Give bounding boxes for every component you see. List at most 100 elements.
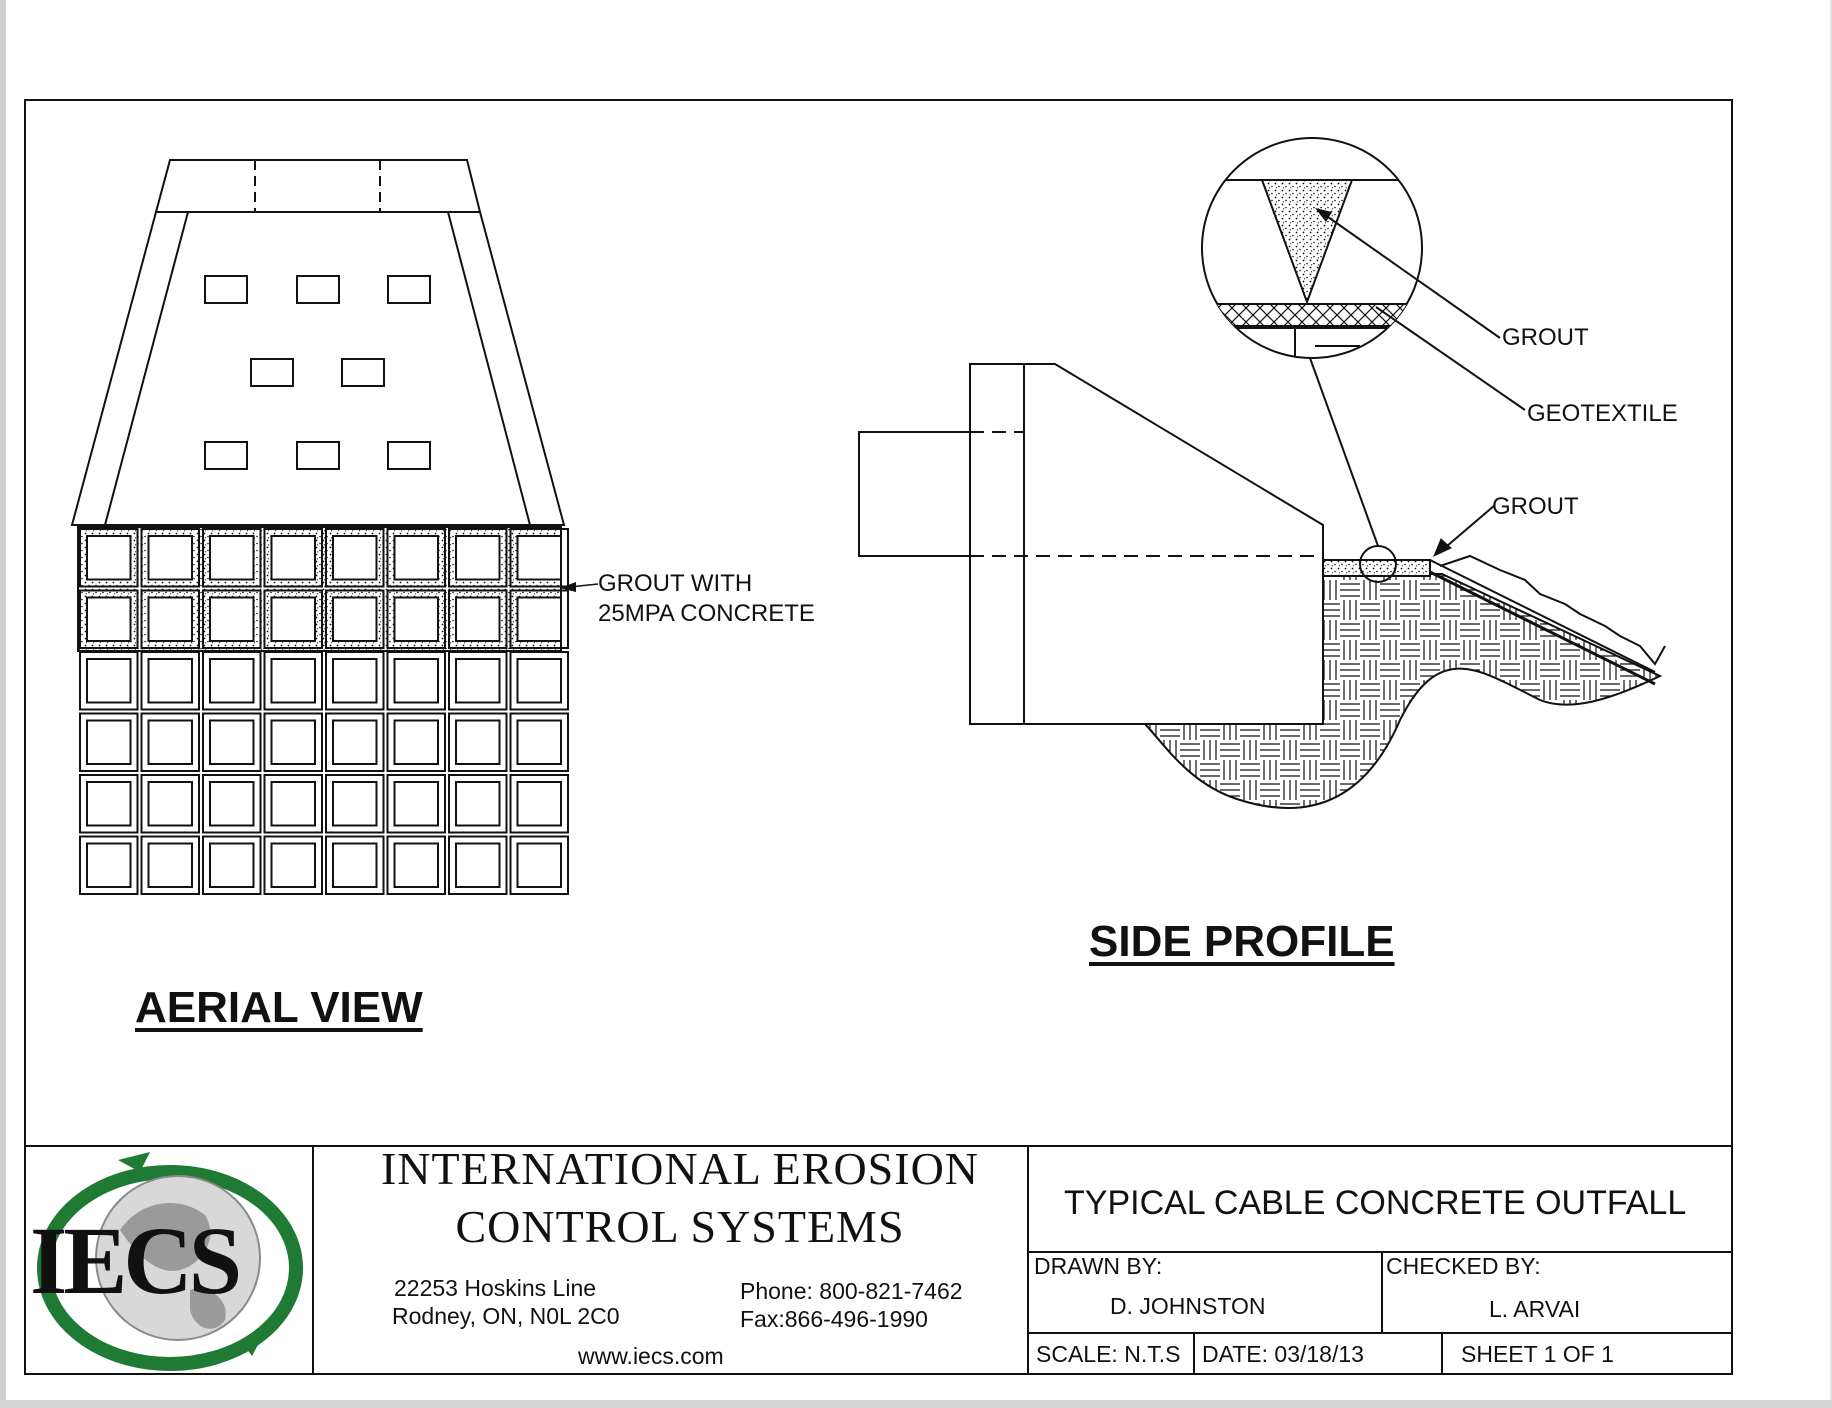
block-inner: [393, 719, 439, 765]
viewer-right-edge: [1830, 0, 1832, 1408]
block-inner: [209, 781, 255, 827]
side-profile-title: SIDE PROFILE: [1089, 917, 1395, 966]
block-inner: [455, 719, 501, 765]
aerial-view-title: AERIAL VIEW: [135, 983, 423, 1032]
block-outer: [386, 589, 446, 649]
block-inner: [147, 719, 193, 765]
drawing-title: TYPICAL CABLE CONCRETE OUTFALL: [1064, 1184, 1687, 1222]
block-inner: [147, 535, 193, 581]
aerial-view-drawing: [70, 159, 566, 526]
block-inner: [86, 842, 132, 888]
block-inner: [270, 719, 316, 765]
block-outer: [448, 589, 508, 649]
logo-text: IECS: [30, 1207, 242, 1314]
detail-grout-label: GROUT: [1502, 324, 1589, 351]
block-inner: [270, 535, 316, 581]
sheet-border: [24, 99, 1733, 1375]
block-outer: [325, 589, 385, 649]
grout-callout-line1: GROUT WITH: [598, 570, 753, 597]
block-inner: [455, 781, 501, 827]
checked-by-label: CHECKED BY:: [1386, 1253, 1541, 1279]
block-inner: [147, 842, 193, 888]
block-inner: [455, 596, 501, 642]
side-profile-drawing: [858, 357, 1666, 809]
block-inner: [86, 596, 132, 642]
grout-callout-arrow: [560, 582, 576, 592]
block-inner: [270, 658, 316, 704]
block-inner: [209, 658, 255, 704]
block-outer: [325, 528, 385, 588]
block-inner: [516, 535, 562, 581]
apron-openings: [204, 275, 431, 470]
block-outer: [509, 528, 569, 588]
block-inner: [516, 842, 562, 888]
block-inner: [393, 535, 439, 581]
date: DATE: 03/18/13: [1202, 1341, 1364, 1367]
block-inner: [516, 596, 562, 642]
address-line1: 22253 Hoskins Line: [394, 1275, 597, 1301]
checked-by-name: L. ARVAI: [1489, 1296, 1581, 1322]
block-inner: [270, 842, 316, 888]
block-inner: [147, 781, 193, 827]
iecs-logo: [37, 1152, 303, 1371]
block-inner: [332, 719, 378, 765]
block-inner: [393, 596, 439, 642]
block-inner: [332, 842, 378, 888]
block-inner: [209, 535, 255, 581]
block-inner: [270, 781, 316, 827]
website: www.iecs.com: [578, 1343, 724, 1369]
block-inner: [393, 842, 439, 888]
grout-callout-line2: 25MPA CONCRETE: [598, 600, 815, 627]
block-inner: [455, 842, 501, 888]
block-outer: [202, 589, 262, 649]
viewer-bottom-edge: [0, 1400, 1832, 1408]
block-inner: [147, 658, 193, 704]
block-inner: [86, 658, 132, 704]
company-name-line1: INTERNATIONAL EROSION: [380, 1143, 980, 1194]
geotextile-label: GEOTEXTILE: [1527, 400, 1678, 427]
block-inner: [270, 596, 316, 642]
block-inner: [516, 781, 562, 827]
block-inner: [332, 658, 378, 704]
block-inner: [332, 781, 378, 827]
block-inner: [393, 781, 439, 827]
block-inner: [86, 535, 132, 581]
block-inner: [332, 535, 378, 581]
phone: Phone: 800-821-7462: [740, 1278, 963, 1304]
scale: SCALE: N.T.S: [1036, 1341, 1181, 1367]
block-inner: [455, 658, 501, 704]
block-outer: [202, 528, 262, 588]
viewer-left-edge: [0, 0, 6, 1408]
block-inner: [86, 781, 132, 827]
address-line2: Rodney, ON, N0L 2C0: [392, 1303, 620, 1329]
block-outer: [509, 589, 569, 649]
block-outer: [263, 589, 323, 649]
apron-grout-label: GROUT: [1492, 493, 1579, 520]
block-outer: [386, 528, 446, 588]
block-outer: [79, 528, 139, 588]
block-inner: [393, 658, 439, 704]
drawn-by-label: DRAWN BY:: [1034, 1253, 1163, 1279]
block-inner: [516, 658, 562, 704]
block-inner: [332, 596, 378, 642]
block-inner: [209, 842, 255, 888]
block-outer: [140, 589, 200, 649]
block-inner: [209, 719, 255, 765]
block-inner: [516, 719, 562, 765]
block-outer: [79, 589, 139, 649]
block-outer: [140, 528, 200, 588]
block-inner: [147, 596, 193, 642]
company-name-line2: CONTROL SYSTEMS: [455, 1201, 905, 1252]
fax: Fax:866-496-1990: [740, 1306, 928, 1332]
block-outer: [263, 528, 323, 588]
cable-concrete-block-grid: [79, 528, 569, 895]
grout-detail-circle: [1201, 137, 1526, 411]
sheet-number: SHEET 1 OF 1: [1461, 1341, 1614, 1367]
soil-fill: [1142, 573, 1663, 809]
block-outer: [448, 528, 508, 588]
drawn-by-name: D. JOHNSTON: [1110, 1293, 1266, 1319]
block-inner: [86, 719, 132, 765]
block-inner: [455, 535, 501, 581]
block-inner: [209, 596, 255, 642]
